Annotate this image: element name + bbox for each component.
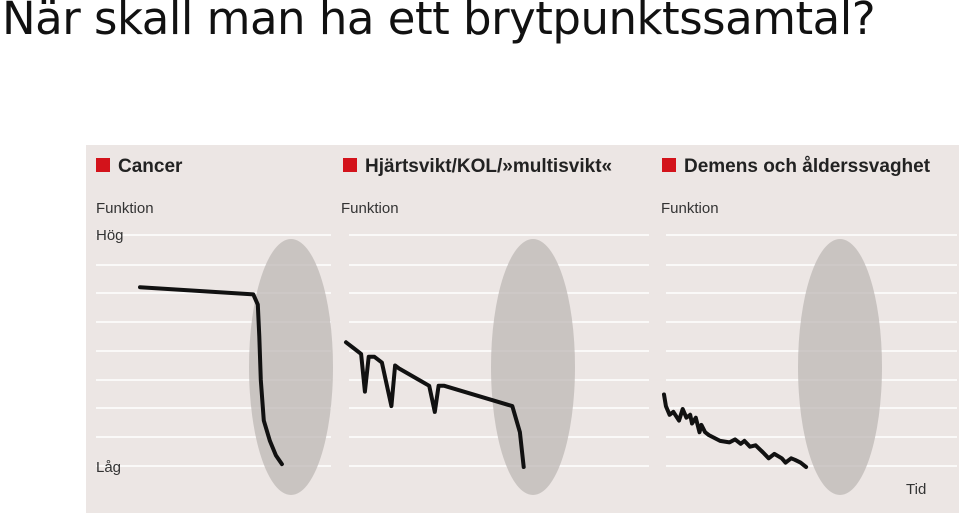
chart1-y-low-label: Låg — [96, 459, 121, 476]
chart2-ylabel: Funktion — [341, 200, 399, 217]
chart3-title: Demens och ålderssvaghet — [684, 156, 931, 177]
chart3-trajectory-line — [662, 392, 809, 469]
chart1-title-marker — [96, 158, 110, 172]
chart1-trajectory-line — [138, 285, 284, 467]
chart1-title: Cancer — [118, 156, 183, 177]
chart2-trajectory-line — [344, 340, 526, 469]
chart2-title-marker — [343, 158, 357, 172]
chart1-ylabel: Funktion — [96, 200, 154, 217]
chart1-y-high-label: Hög — [96, 227, 124, 244]
chart3-highlight-ellipse — [798, 239, 882, 495]
chart3-xlabel: Tid — [906, 481, 926, 498]
illness-trajectory-charts: Cancer Funktion Hög Låg Hjärtsvikt/KOL/»mult… — [96, 156, 957, 498]
chart3-title-marker — [662, 158, 676, 172]
chart2-highlight-ellipse — [491, 239, 575, 495]
chart2-title: Hjärtsvikt/KOL/»multisvikt« — [365, 156, 612, 177]
chart1-highlight-ellipse — [249, 239, 333, 495]
slide-title: När skall man ha ett brytpunktssamtal? — [2, 0, 876, 45]
figure-panel: Cancer Funktion Hög Låg Hjärtsvikt/KOL/»mult… — [86, 145, 959, 513]
chart3-ylabel: Funktion — [661, 200, 719, 217]
